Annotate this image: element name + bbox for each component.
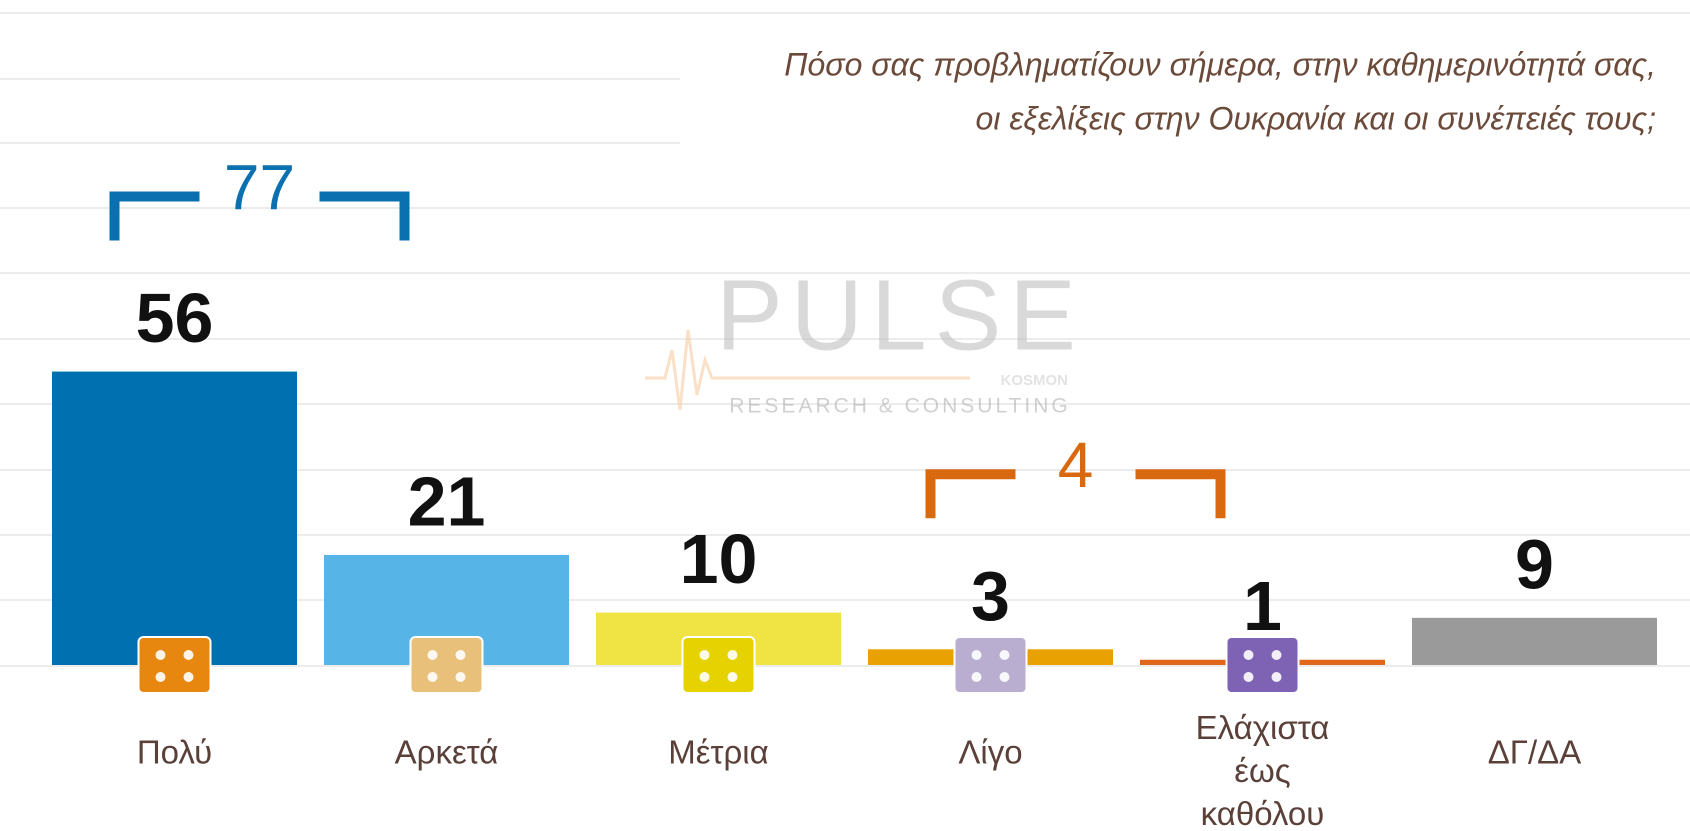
icon-star [971,672,982,682]
icon-star [727,650,738,660]
value-label: 10 [680,520,758,598]
icon-star [155,650,166,660]
x-tick-label: Πολύ [137,734,212,771]
icon [681,636,756,694]
icon [409,636,484,694]
watermark: PULSE KOSMON RESEARCH & CONSULTING [645,259,1084,418]
chart-title: οι εξελίξεις στην Ουκρανία και οι συνέπε… [976,100,1656,136]
watermark-brand: KOSMON [1001,372,1069,389]
icon-star [699,650,710,660]
icon [137,636,212,694]
icon-star [727,672,738,682]
icon-star [155,672,166,682]
icon [953,636,1028,694]
watermark-subtitle: RESEARCH & CONSULTING [729,395,1071,418]
icon-star [971,650,982,660]
icon-star [1271,650,1282,660]
icon-star [455,650,466,660]
icon-star [699,672,710,682]
watermark-title: PULSE [716,259,1084,371]
bracket [109,191,410,241]
x-tick-label: Αρκετά [395,734,499,771]
icon-star [999,650,1010,660]
icon-star [1271,672,1282,682]
icon-star [427,650,438,660]
x-tick-label: ΔΓ/ΔΑ [1488,734,1581,771]
title-backdrop [680,50,1690,150]
bracket-label: 4 [1058,429,1094,501]
icon-star [999,672,1010,682]
icon-star [455,672,466,682]
icon-star [183,650,194,660]
value-label: 21 [408,462,486,540]
icon [1225,636,1300,694]
x-tick-label: Λίγο [958,734,1022,771]
x-tick-label: Μέτρια [668,734,768,771]
value-label: 9 [1515,525,1554,603]
bar [52,371,297,665]
icon-star [183,672,194,682]
bracket [925,469,1226,519]
bracket-label: 77 [224,151,295,223]
icon-star [1243,672,1254,682]
value-label: 1 [1243,567,1282,645]
icon-star [1243,650,1254,660]
value-label: 3 [971,557,1010,635]
x-tick-label: Ελάχιστα έως καθόλου [1196,709,1330,831]
value-label: 56 [136,279,214,357]
bar [1412,617,1657,665]
chart-title: Πόσο σας προβληματίζουν σήμερα, στην καθ… [784,46,1656,82]
icon-star [427,672,438,682]
